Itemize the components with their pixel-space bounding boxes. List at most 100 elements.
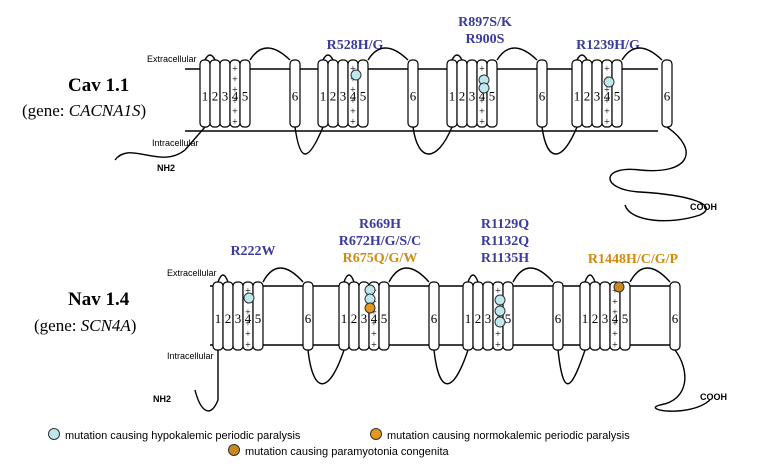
- nav-domain1-helix-s4-label: 4: [245, 311, 252, 326]
- cav-domain2-s4-charge: +: [350, 64, 356, 75]
- cav-mutation-label-d4: R1239H/G: [568, 37, 648, 54]
- cav-domain3-s4-charge: +: [479, 75, 485, 86]
- nav-domain3-helix-s1: [462, 281, 474, 351]
- nav-domain4-s4-charge: +: [612, 329, 618, 340]
- nav-domain3-s4-charge: +: [495, 329, 501, 340]
- cav-domain3-pore-loop: [496, 47, 538, 61]
- cav-mutation-dot-r1239: [603, 76, 615, 88]
- nav-domain4-helix-s5-label: 5: [622, 311, 629, 326]
- cav-domain4-helix-s3: [591, 59, 603, 128]
- nav-domain4-helix-s1: [579, 281, 591, 351]
- cav-interdomain-loop-3: [541, 126, 578, 155]
- nav-mutation-dot-r1135: [494, 316, 506, 328]
- cav-domain4-helix-s5-label: 5: [614, 89, 621, 104]
- cav-domain4-s4-charge: +: [604, 75, 610, 86]
- nav-domain2-helix-s6-label: 6: [431, 311, 438, 326]
- nav-domain1-s4-charge: +: [245, 340, 251, 351]
- cav-mutation-label-d1: R528H/G: [320, 37, 390, 54]
- nav-domain1-helix-s6-label: 6: [305, 311, 312, 326]
- cav-domain1-helix-s3-label: 3: [222, 89, 229, 104]
- nav-intracellular-label: Intracellular: [167, 351, 214, 361]
- nav-domain4-helix-s4: [609, 281, 621, 351]
- cav-gene-label: (gene: CACNA1S): [22, 101, 146, 121]
- nav-domain3-helix-s5: [502, 281, 514, 351]
- nav-domain4-helix-s3-label: 3: [602, 311, 609, 326]
- nav-domain1-helix-s2: [222, 281, 234, 351]
- legend-text-paramyotonia: mutation causing paramyotonia congenita: [245, 446, 449, 458]
- nav-domain3-s4-charge: +: [495, 318, 501, 329]
- nav-gene-label: (gene: SCN4A): [34, 316, 136, 336]
- nav-domain4-s4-charge: +: [612, 308, 618, 319]
- nav-mut-r1135: R1135H: [480, 251, 530, 266]
- cav-domain1-helix-s2: [209, 59, 221, 128]
- cav-domain3-helix-s4-label: 4: [479, 89, 486, 104]
- nav-title: Nav 1.4: [68, 289, 130, 310]
- nav-interdomain-loop-1: [307, 349, 345, 385]
- cav-domain2-helix-s5-label: 5: [360, 89, 367, 104]
- cav-interdomain-loop-2: [412, 126, 453, 155]
- cav-mutation-label-d2: R897S/K R900S: [445, 14, 525, 48]
- nav-mutation-dot-r675: [364, 302, 376, 314]
- cav-domain1-helix-s2-label: 2: [212, 89, 219, 104]
- cav-domain4-helix-s4-label: 4: [604, 89, 611, 104]
- cav-domain1-helix-s3: [219, 59, 231, 128]
- cav-domain3-helix-s3-label: 3: [469, 89, 476, 104]
- cav-domain3-helix-s1: [446, 59, 458, 128]
- nav-domain4-helix-s4-label: 4: [612, 311, 619, 326]
- nav-domain2-helix-s4: [368, 281, 380, 351]
- cav-domain3-helix-s3: [466, 59, 478, 128]
- nav-domain3-helix-s3: [482, 281, 494, 351]
- nav-domain4-helix-s3: [599, 281, 611, 351]
- nav-domain2-helix-s5-label: 5: [381, 311, 388, 326]
- nav-mutation-dot-r672: [364, 293, 376, 305]
- cav-mut-r897: R897S/K: [458, 15, 512, 30]
- cav-domain4-helix-s3-label: 3: [594, 89, 601, 104]
- nav-domain3-s4-charge: +: [495, 286, 501, 297]
- cav-domain2-helix-s2: [327, 59, 339, 128]
- cav-domain4-helix-s1: [571, 59, 583, 128]
- cav-domain1-s4-charge: +: [232, 117, 238, 128]
- nav-mutation-dot-r222: [243, 292, 255, 304]
- nav-domain4-s4-charge: +: [612, 297, 618, 308]
- nav-gene-name: SCN4A: [80, 316, 131, 335]
- nav-domain4-s4-charge: +: [612, 340, 618, 351]
- cav-domain4-helix-s6: [661, 59, 673, 128]
- nav-domain1-s4-charge: +: [245, 318, 251, 329]
- nav-domain4-loop-s1s2: [584, 274, 596, 283]
- nav-domain1-helix-s5: [252, 281, 264, 351]
- cav-mutation-dot-r900: [478, 82, 490, 94]
- cav-domain1-loop-s1s2: [204, 54, 216, 61]
- cav-domain2-helix-s3-label: 3: [340, 89, 347, 104]
- nav-domain2-s4-charge: +: [371, 308, 377, 319]
- cav-domain1-helix-s4-label: 4: [232, 89, 239, 104]
- cav-mutation-dot-r528: [350, 69, 362, 81]
- cav-domain2-helix-s1-label: 1: [320, 89, 327, 104]
- nav-domain2-s4-charge: +: [371, 318, 377, 329]
- cav-interdomain-loop-1: [294, 126, 324, 155]
- cav-domain4-helix-s6-label: 6: [664, 89, 671, 104]
- cav-n-terminus-label: NH2: [157, 163, 176, 173]
- legend-dot-hypokalemic: [48, 428, 60, 440]
- nav-domain4-s4-charge: +: [612, 286, 618, 297]
- nav-domain2-helix-s2-label: 2: [351, 311, 358, 326]
- nav-domain2-helix-s6: [428, 281, 440, 351]
- cav-domain4-helix-s1-label: 1: [574, 89, 581, 104]
- cav-domain3-s4-charge: +: [479, 117, 485, 128]
- nav-mutation-label-d4: R1448H/C/G/P: [578, 251, 688, 268]
- nav-domain2-s4-charge: +: [371, 340, 377, 351]
- nav-interdomain-loop-2: [433, 349, 469, 385]
- nav-domain4-helix-s2: [589, 281, 601, 351]
- nav-domain1-s4-charge: +: [245, 308, 251, 319]
- nav-mut-r222: R222W: [230, 244, 276, 259]
- nav-domain3-s4-charge: +: [495, 308, 501, 319]
- cav-domain4-s4-charge: +: [604, 85, 610, 96]
- nav-domain4-helix-s6: [669, 281, 681, 351]
- nav-mut-r1448: R1448H/C/G/P: [587, 252, 679, 267]
- nav-domain1-helix-s1-label: 1: [215, 311, 222, 326]
- cav-title: Cav 1.1: [68, 75, 130, 96]
- cav-domain2-s4-charge: +: [350, 106, 356, 117]
- cav-domain1-helix-s6: [289, 59, 301, 128]
- nav-domain2-loop-s1s2: [343, 274, 355, 283]
- cav-domain1-helix-s1: [199, 59, 211, 128]
